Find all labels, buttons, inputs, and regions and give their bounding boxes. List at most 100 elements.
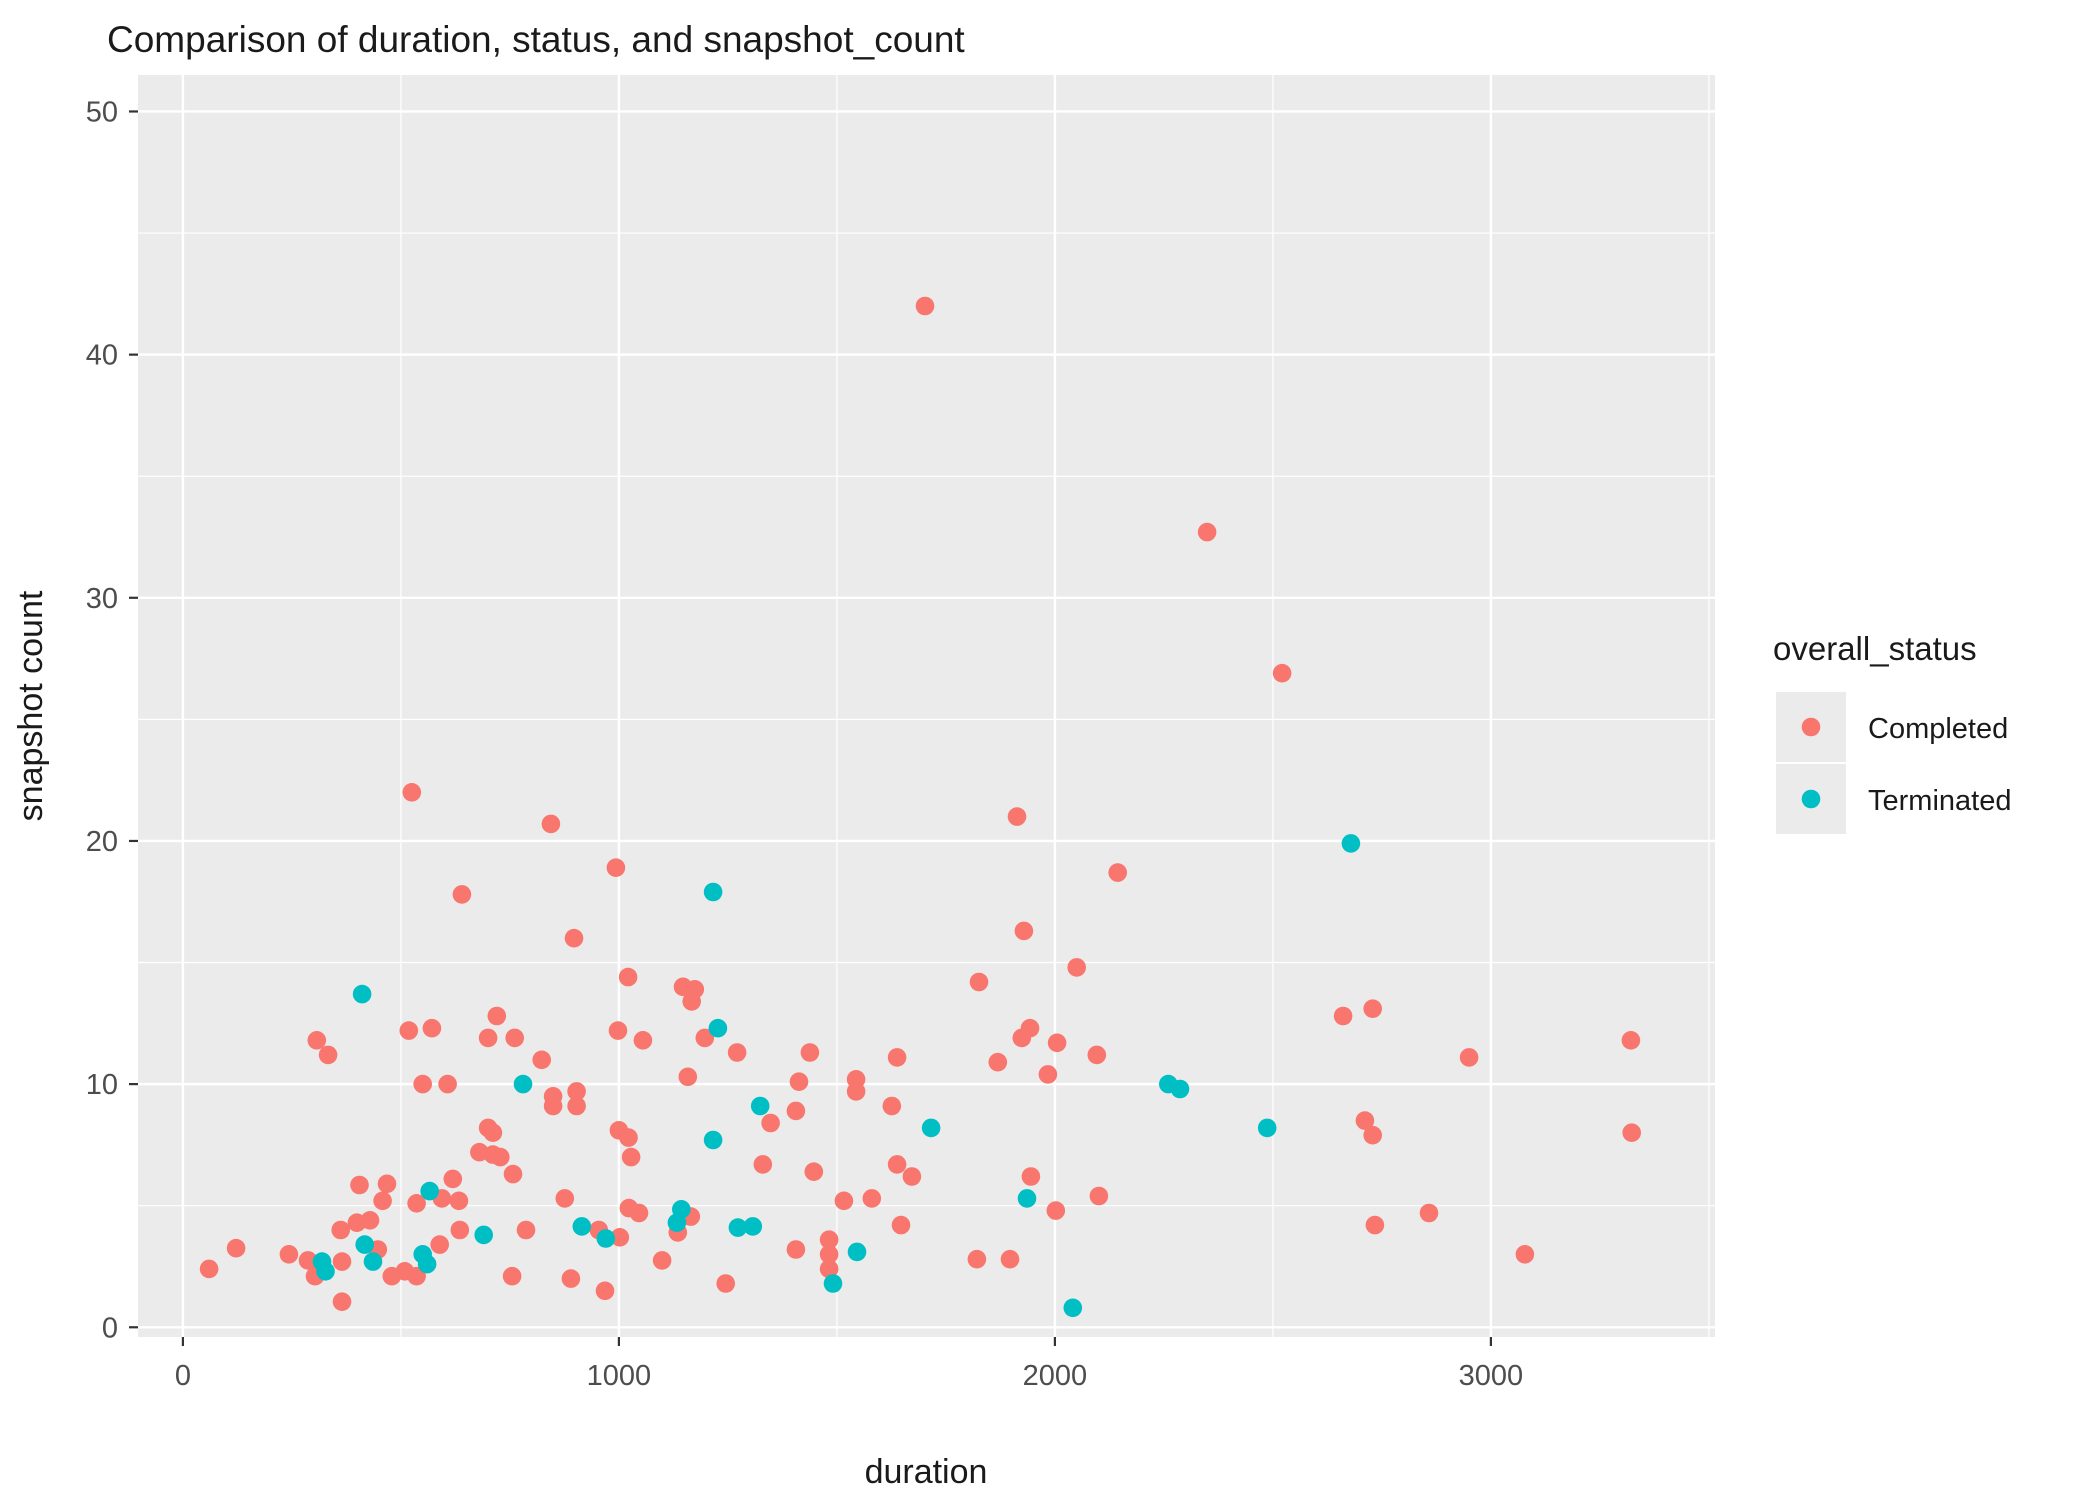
gridlines-minor xyxy=(138,75,1715,1337)
data-point-completed xyxy=(430,1235,450,1254)
data-point-completed xyxy=(786,1101,806,1121)
data-point-completed xyxy=(882,1096,902,1116)
data-point-completed xyxy=(891,1215,911,1235)
data-point-completed xyxy=(1046,1201,1066,1220)
data-point-completed xyxy=(1197,522,1217,542)
data-point-terminated xyxy=(750,1096,770,1116)
data-point-completed xyxy=(450,1220,470,1240)
data-point-completed xyxy=(422,1018,442,1038)
data-point-terminated xyxy=(316,1262,335,1281)
data-point-completed xyxy=(967,1249,987,1269)
data-point-terminated xyxy=(363,1252,383,1271)
data-point-completed xyxy=(407,1194,426,1213)
y-tick-label: 40 xyxy=(86,340,118,372)
data-point-completed xyxy=(1515,1245,1535,1264)
y-tick-label: 30 xyxy=(86,583,118,615)
y-axis-title: snapshot count xyxy=(12,590,50,821)
data-point-completed xyxy=(1419,1203,1439,1223)
data-point-completed xyxy=(567,1096,586,1116)
data-point-completed xyxy=(567,1082,586,1101)
data-point-completed xyxy=(332,1252,352,1271)
data-point-terminated xyxy=(728,1218,748,1237)
data-point-terminated xyxy=(1257,1118,1277,1138)
x-tick-label: 2000 xyxy=(1023,1360,1088,1392)
y-tick-label: 0 xyxy=(102,1312,118,1344)
data-point-completed xyxy=(819,1245,839,1264)
data-point-completed xyxy=(629,1203,649,1223)
data-point-completed xyxy=(516,1220,536,1240)
data-point-completed xyxy=(695,1028,715,1048)
legend-label-completed: Completed xyxy=(1868,713,2008,745)
data-point-completed xyxy=(307,1031,327,1050)
data-point-completed xyxy=(652,1251,672,1270)
data-point-completed xyxy=(402,783,422,802)
x-tick-label: 0 xyxy=(175,1360,191,1392)
data-point-completed xyxy=(407,1266,426,1286)
data-point-completed xyxy=(360,1211,380,1230)
legend: overall_status Completed Terminated xyxy=(1773,630,2011,834)
data-point-terminated xyxy=(1017,1189,1037,1208)
data-point-completed xyxy=(608,1021,628,1040)
data-point-completed xyxy=(532,1050,551,1070)
data-point-completed xyxy=(502,1266,522,1286)
data-point-terminated xyxy=(420,1181,440,1201)
data-point-completed xyxy=(555,1189,575,1208)
data-point-completed xyxy=(561,1269,581,1288)
data-point-completed xyxy=(761,1113,780,1133)
data-point-completed xyxy=(452,885,472,904)
data-point-terminated xyxy=(513,1074,533,1094)
data-point-terminated xyxy=(417,1254,437,1274)
data-point-completed xyxy=(595,1281,615,1301)
data-point-completed xyxy=(834,1191,854,1211)
data-point-completed xyxy=(373,1191,392,1211)
data-point-completed xyxy=(902,1167,922,1186)
data-point-completed xyxy=(1459,1048,1479,1067)
data-point-terminated xyxy=(672,1200,691,1219)
data-point-completed xyxy=(541,814,561,834)
data-point-completed xyxy=(1089,1186,1109,1206)
data-point-completed xyxy=(1622,1123,1641,1142)
data-point-completed xyxy=(491,1147,510,1167)
data-point-completed xyxy=(618,967,638,987)
data-point-completed xyxy=(633,1031,653,1050)
data-point-completed xyxy=(727,1043,747,1062)
data-point-completed xyxy=(753,1155,773,1174)
data-point-terminated xyxy=(352,984,372,1004)
x-axis-title: duration xyxy=(865,1453,988,1491)
data-point-completed xyxy=(413,1074,433,1094)
data-point-completed xyxy=(399,1021,419,1040)
data-point-completed xyxy=(318,1045,338,1065)
data-point-completed xyxy=(1038,1065,1058,1084)
data-point-completed xyxy=(685,980,705,999)
data-point-completed xyxy=(1333,1006,1353,1026)
data-point-completed xyxy=(199,1259,219,1279)
data-point-completed xyxy=(1365,1215,1385,1235)
y-tick-label: 50 xyxy=(86,96,118,128)
data-point-terminated xyxy=(355,1235,375,1254)
legend-title: overall_status xyxy=(1773,630,1977,667)
chart-title: Comparison of duration, status, and snap… xyxy=(107,19,965,60)
data-point-completed xyxy=(1067,958,1086,977)
x-tick-label: 3000 xyxy=(1459,1360,1524,1392)
data-point-completed xyxy=(887,1048,907,1067)
axis-ticks xyxy=(129,110,1492,1346)
legend-label-terminated: Terminated xyxy=(1868,785,2011,817)
data-points xyxy=(199,296,1641,1318)
data-point-completed xyxy=(331,1220,351,1240)
data-point-completed xyxy=(505,1028,524,1048)
data-point-terminated xyxy=(743,1217,763,1236)
data-point-completed xyxy=(449,1191,469,1211)
legend-item-terminated: Terminated xyxy=(1776,764,2011,834)
data-point-completed xyxy=(350,1175,369,1195)
data-point-completed xyxy=(332,1292,352,1311)
data-point-completed xyxy=(564,928,584,948)
data-point-completed xyxy=(619,1128,638,1147)
data-point-completed xyxy=(1087,1045,1107,1065)
data-point-terminated xyxy=(921,1118,941,1138)
y-tick-label: 10 xyxy=(86,1069,118,1101)
data-point-completed xyxy=(606,858,626,877)
data-point-completed xyxy=(438,1074,457,1094)
gridlines-major xyxy=(138,75,1715,1337)
data-point-completed xyxy=(1014,921,1034,941)
